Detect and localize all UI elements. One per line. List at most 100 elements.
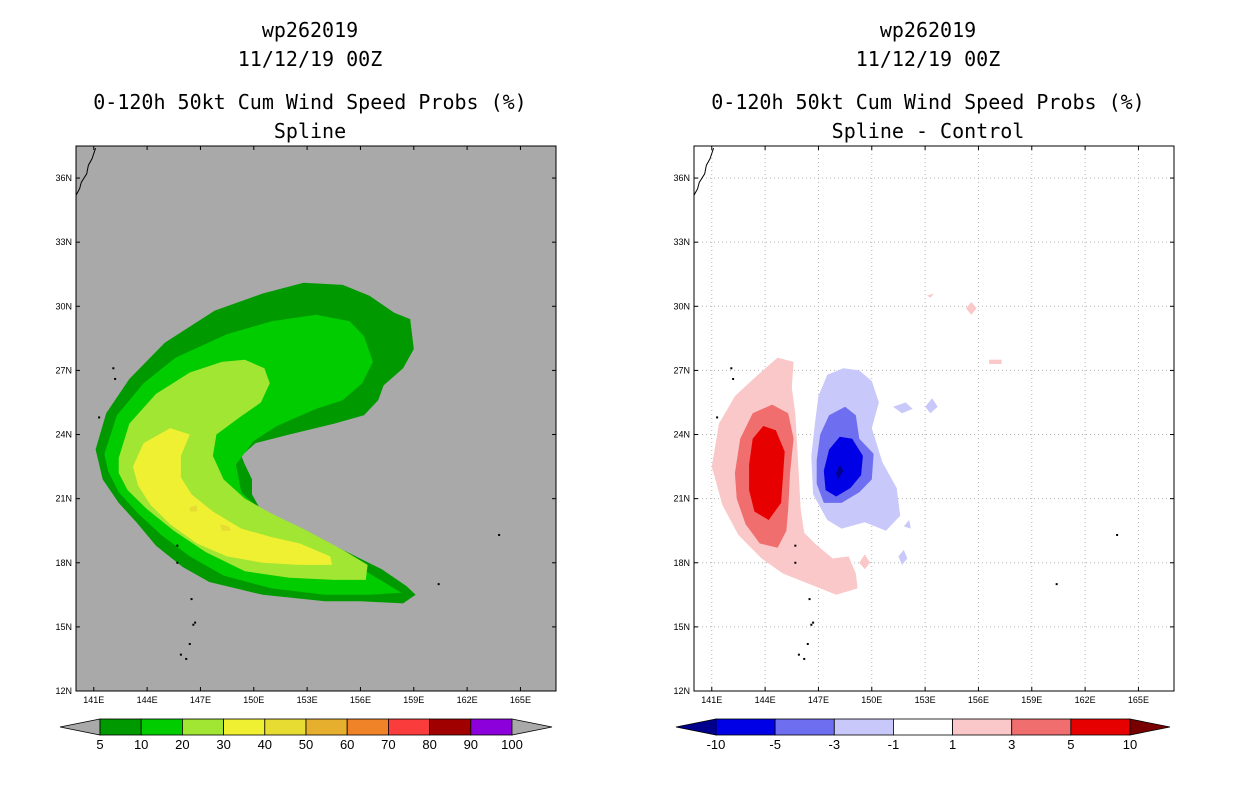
colorbar-label: 40 xyxy=(258,737,272,752)
colorbar-over-arrow xyxy=(511,718,553,736)
colorbar-under-arrow xyxy=(675,718,717,736)
x-tick-label: 159E xyxy=(1021,695,1042,705)
plot-frame xyxy=(75,145,557,692)
y-tick-label: 12N xyxy=(55,686,72,696)
colorbar-label: 70 xyxy=(381,737,395,752)
date-title: 11/12/19 00Z xyxy=(856,47,1001,71)
island xyxy=(716,416,719,419)
island xyxy=(98,416,101,419)
contour-region-neg5 xyxy=(823,436,863,497)
contour-region-neg1 xyxy=(898,549,908,565)
y-tick-label: 27N xyxy=(673,365,690,375)
colorbar: -10 -5 -3 -1 1 3 5 10 xyxy=(675,718,1171,752)
island xyxy=(437,583,440,586)
x-tick-label: 162E xyxy=(457,695,478,705)
colorbar-label: 3 xyxy=(1008,737,1015,752)
y-tick-label: 36N xyxy=(673,173,690,183)
x-tick-label: 141E xyxy=(83,695,104,705)
x-tick-label: 156E xyxy=(350,695,371,705)
island xyxy=(797,653,800,656)
colorbar-swatch xyxy=(1011,718,1072,736)
colorbar-swatch xyxy=(429,718,472,736)
contour-region-neg1 xyxy=(925,398,938,414)
y-tick-label: 12N xyxy=(673,686,690,696)
contour-region-1 xyxy=(859,554,870,570)
colorbar-label: 20 xyxy=(175,737,189,752)
y-tick-label: 36N xyxy=(55,173,72,183)
colorbar-swatch xyxy=(833,718,894,736)
contour-region-40 xyxy=(220,524,231,531)
contour-region-neg1 xyxy=(893,402,913,414)
island xyxy=(808,598,811,601)
scheme-title: Spline xyxy=(274,119,346,143)
x-tick-label: 153E xyxy=(297,695,318,705)
colorbar-swatch xyxy=(264,718,307,736)
island xyxy=(498,533,501,536)
y-tick-label: 21N xyxy=(673,494,690,504)
colorbar-label: 60 xyxy=(340,737,354,752)
y-tick-label: 21N xyxy=(55,494,72,504)
x-tick-label: 147E xyxy=(190,695,211,705)
island xyxy=(810,623,813,626)
island xyxy=(192,623,195,626)
product-title: 0-120h 50kt Cum Wind Speed Probs (%) xyxy=(93,90,526,114)
colorbar-label: 100 xyxy=(501,737,523,752)
colorbar-swatch xyxy=(715,718,776,736)
x-tick-label: 162E xyxy=(1075,695,1096,705)
y-tick-label: 33N xyxy=(673,237,690,247)
x-tick-label: 147E xyxy=(808,695,829,705)
x-tick-label: 165E xyxy=(1128,695,1149,705)
x-tick-label: 165E xyxy=(510,695,531,705)
island xyxy=(812,621,815,624)
colorbar-swatch xyxy=(893,718,953,736)
island xyxy=(732,377,735,380)
island xyxy=(730,367,733,370)
colorbar-swatch xyxy=(181,718,224,736)
colorbar-label: 10 xyxy=(134,737,148,752)
scheme-title: Spline - Control xyxy=(832,119,1025,143)
colorbar: 5 10 20 30 40 50 60 70 80 90 100 xyxy=(59,718,553,752)
colorbar-label: 10 xyxy=(1123,737,1137,752)
colorbar-swatch xyxy=(99,718,142,736)
y-tick-label: 30N xyxy=(673,301,690,311)
plot-frame xyxy=(693,145,1175,692)
contour-region-1 xyxy=(926,293,934,298)
colorbar-label: 80 xyxy=(422,737,436,752)
x-tick-label: 150E xyxy=(243,695,264,705)
y-tick-label: 33N xyxy=(55,237,72,247)
colorbar-swatch xyxy=(952,718,1013,736)
contour-region-neg1 xyxy=(903,520,911,529)
coastline xyxy=(694,147,715,196)
island xyxy=(194,621,197,624)
colorbar-swatch xyxy=(1070,718,1131,736)
colorbar-swatch xyxy=(774,718,835,736)
colorbar-swatch xyxy=(140,718,183,736)
contour-region-30 xyxy=(132,428,332,565)
plot-area xyxy=(76,147,501,660)
colorbar-swatch xyxy=(387,718,430,736)
colorbar-label: 50 xyxy=(299,737,313,752)
colorbar-label: 90 xyxy=(464,737,478,752)
colorbar-swatch xyxy=(346,718,389,736)
colorbar-swatch xyxy=(470,718,513,736)
colorbar-label: -3 xyxy=(829,737,841,752)
colorbar-label: -5 xyxy=(769,737,781,752)
island xyxy=(803,657,806,660)
colorbar-label: -10 xyxy=(707,737,726,752)
x-tick-label: 156E xyxy=(968,695,989,705)
y-tick-label: 24N xyxy=(55,430,72,440)
y-tick-label: 18N xyxy=(55,558,72,568)
date-title: 11/12/19 00Z xyxy=(238,47,383,71)
island xyxy=(190,598,193,601)
island xyxy=(1116,533,1119,536)
coastline xyxy=(76,147,97,196)
contour-region-1 xyxy=(966,302,977,315)
difference-panel: wp262019 11/12/19 00Z 0-120h 50kt Cum Wi… xyxy=(673,18,1175,752)
product-title: 0-120h 50kt Cum Wind Speed Probs (%) xyxy=(711,90,1144,114)
storm-id-title: wp262019 xyxy=(262,18,358,42)
storm-id-title: wp262019 xyxy=(880,18,976,42)
y-tick-label: 18N xyxy=(673,558,690,568)
island xyxy=(806,642,809,645)
colorbar-under-arrow xyxy=(59,718,101,736)
